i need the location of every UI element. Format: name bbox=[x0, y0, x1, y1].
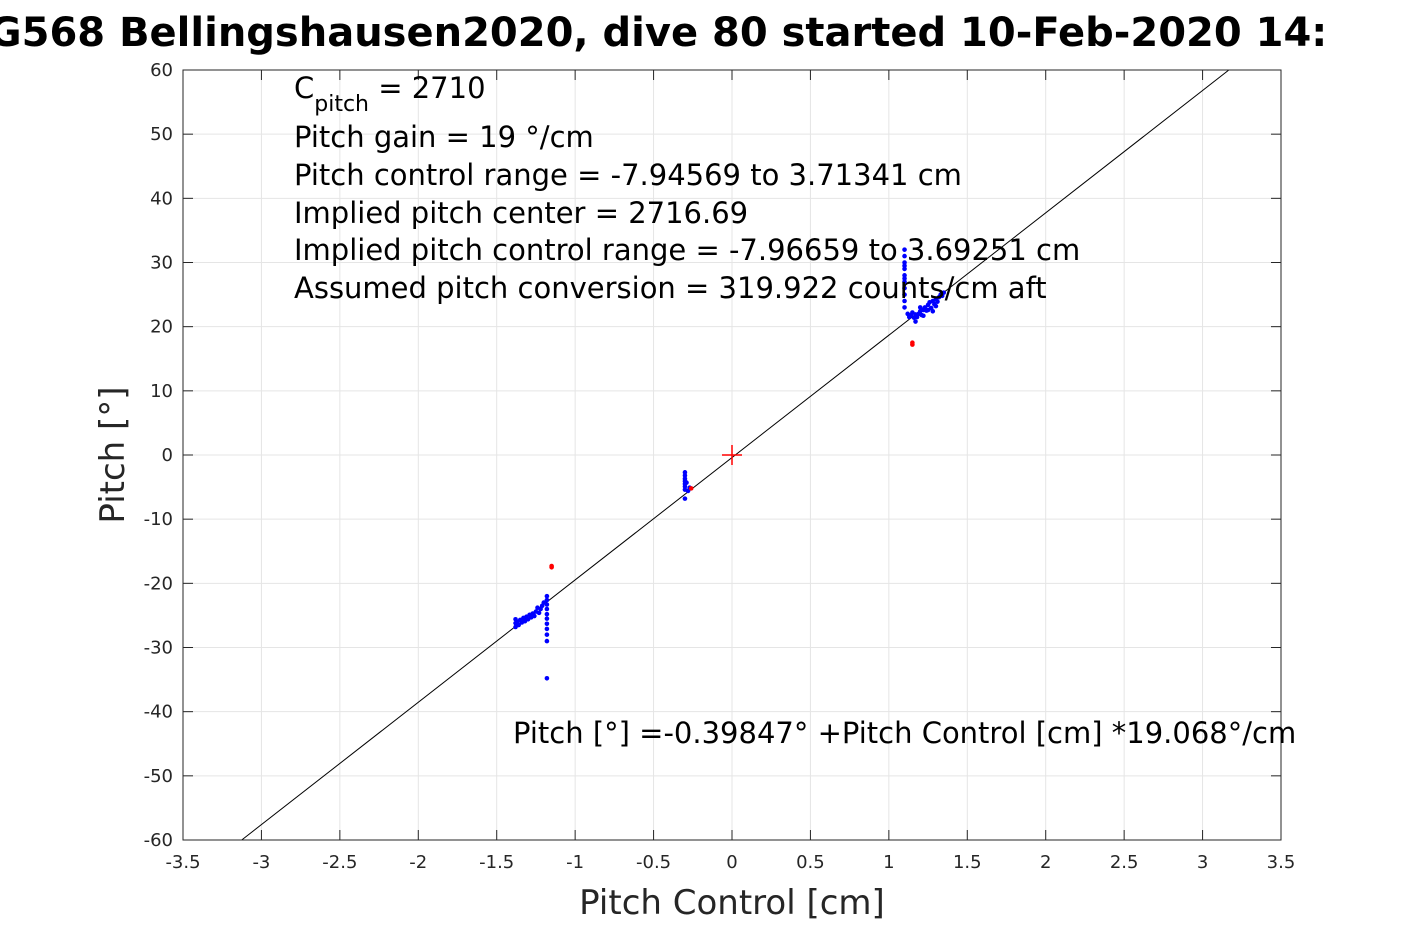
data-point bbox=[544, 638, 550, 644]
cpitch-annotation: Cpitch = 2710 bbox=[294, 71, 486, 117]
data-point bbox=[933, 303, 939, 309]
data-point bbox=[535, 605, 540, 611]
data-point bbox=[902, 266, 907, 272]
data-point bbox=[682, 473, 688, 478]
x-tick-label: 2 bbox=[1040, 852, 1051, 873]
y-tick-label: 60 bbox=[150, 60, 173, 81]
y-tick-label: 40 bbox=[150, 188, 173, 209]
x-tick-label: -3.5 bbox=[165, 852, 200, 873]
data-point bbox=[513, 620, 518, 626]
data-point bbox=[684, 480, 689, 485]
x-tick-label: -1 bbox=[566, 852, 584, 873]
fit-equation-annotation: Pitch [°] =-0.39847° +Pitch Control [cm]… bbox=[513, 716, 1296, 750]
cpitch-value: = 2710 bbox=[369, 71, 486, 105]
y-tick-label: 50 bbox=[150, 124, 173, 145]
data-point bbox=[902, 260, 907, 265]
data-point bbox=[913, 319, 918, 324]
data-point bbox=[902, 273, 907, 278]
data-point bbox=[682, 496, 688, 501]
grid-lines bbox=[182, 69, 1282, 841]
flagged-data-point bbox=[549, 563, 554, 569]
x-tick-label: -0.5 bbox=[636, 852, 671, 873]
data-point bbox=[544, 593, 550, 599]
data-point bbox=[935, 299, 940, 304]
data-point bbox=[921, 313, 926, 319]
chart-title: SG568 Bellingshausen2020, dive 80 starte… bbox=[0, 10, 1327, 56]
x-tick-label: -3 bbox=[252, 852, 270, 873]
pitch-range-annotation: Pitch control range = -7.94569 to 3.7134… bbox=[294, 158, 962, 192]
x-tick-label: 3 bbox=[1197, 852, 1208, 873]
data-point bbox=[902, 263, 907, 269]
data-point bbox=[930, 308, 936, 314]
y-tick-label: 20 bbox=[150, 317, 173, 338]
y-tick-label: -30 bbox=[144, 638, 173, 659]
center-marker-layer bbox=[722, 445, 742, 465]
data-point bbox=[902, 279, 907, 285]
data-point bbox=[902, 285, 907, 291]
data-point bbox=[544, 611, 550, 617]
x-tick-label: 2.5 bbox=[1110, 852, 1139, 873]
data-point bbox=[902, 276, 907, 281]
cpitch-symbol: C bbox=[294, 71, 314, 105]
x-tick-label: -1.5 bbox=[479, 852, 514, 873]
x-tick-label: -2 bbox=[409, 852, 427, 873]
y-tick-label: -50 bbox=[144, 766, 173, 787]
data-point bbox=[925, 307, 931, 313]
x-tick-label: -2.5 bbox=[322, 852, 357, 873]
y-axis-label: Pitch [°] bbox=[93, 386, 133, 523]
data-point bbox=[682, 484, 688, 489]
data-point bbox=[902, 305, 907, 310]
flagged-data-point bbox=[910, 342, 915, 347]
data-points bbox=[513, 247, 947, 681]
data-point bbox=[513, 624, 518, 630]
x-tick-label: 0 bbox=[726, 852, 737, 873]
data-point bbox=[941, 290, 947, 295]
data-point bbox=[513, 616, 518, 622]
y-tick-label: -60 bbox=[144, 830, 173, 851]
y-tick-label: -10 bbox=[144, 509, 173, 530]
data-point bbox=[902, 247, 907, 252]
data-point bbox=[682, 470, 688, 475]
data-point bbox=[544, 621, 550, 627]
y-tick-label: 30 bbox=[150, 253, 173, 274]
flagged-data-point bbox=[688, 486, 694, 491]
implied-center-annotation: Implied pitch center = 2716.69 bbox=[294, 196, 748, 230]
axis-ticks: -3.5 -3 -2.5 -2 -1.5 -1 -0.5 0 0.5 1 1.5 2 2.5 3 3.5 -6… bbox=[144, 60, 1296, 873]
x-tick-label: 1.5 bbox=[953, 852, 982, 873]
data-point bbox=[917, 305, 923, 310]
pitch-conversion-annotation: Assumed pitch conversion = 319.922 count… bbox=[294, 271, 1047, 305]
data-point bbox=[902, 298, 907, 304]
pitch-gain-annotation: Pitch gain = 19 °/cm bbox=[294, 120, 594, 154]
y-tick-label: -20 bbox=[144, 573, 173, 594]
x-tick-label: 1 bbox=[883, 852, 894, 873]
data-point bbox=[902, 253, 907, 259]
y-tick-label: -40 bbox=[144, 702, 173, 723]
x-axis-label: Pitch Control [cm] bbox=[579, 883, 885, 923]
cpitch-subscript: pitch bbox=[314, 92, 369, 117]
data-point bbox=[544, 626, 550, 632]
data-point bbox=[544, 632, 550, 637]
data-point bbox=[544, 616, 550, 621]
data-point bbox=[913, 312, 918, 317]
x-tick-label: 3.5 bbox=[1267, 852, 1296, 873]
implied-range-annotation: Implied pitch control range = -7.96659 t… bbox=[294, 233, 1080, 267]
data-point bbox=[544, 597, 550, 603]
y-tick-label: 0 bbox=[162, 445, 173, 466]
data-point bbox=[902, 292, 907, 297]
y-tick-label: 10 bbox=[150, 381, 173, 402]
data-point bbox=[544, 606, 550, 612]
data-point bbox=[544, 676, 550, 681]
x-tick-label: 0.5 bbox=[796, 852, 825, 873]
